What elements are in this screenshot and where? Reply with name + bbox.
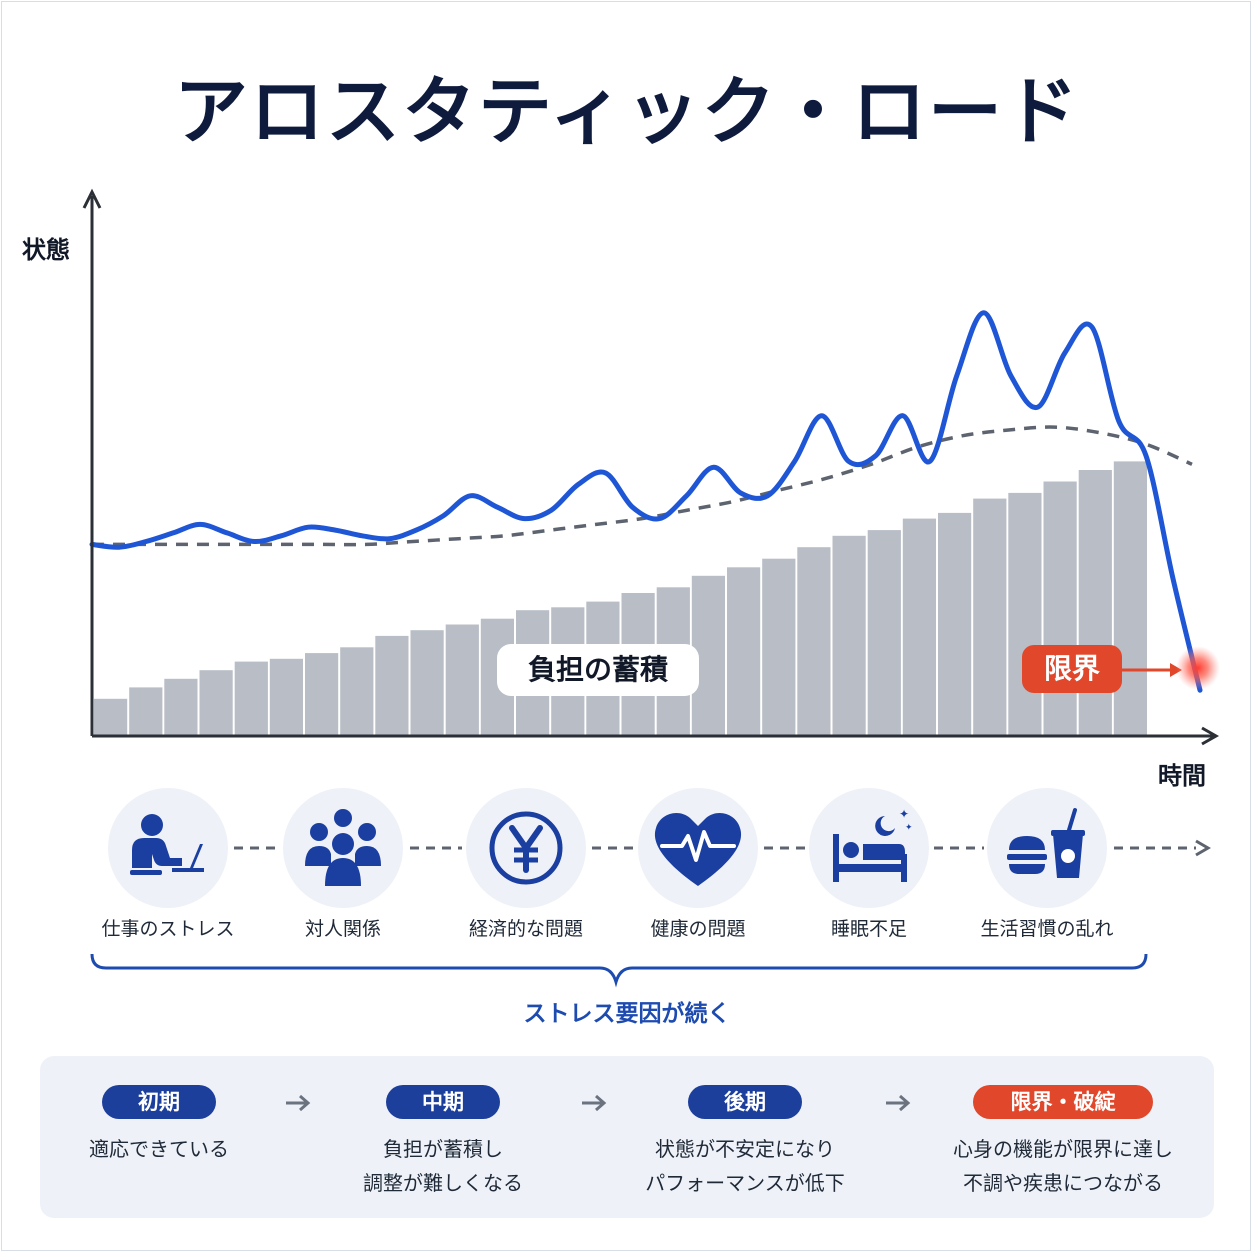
burden-bar: [867, 530, 901, 736]
factor-health: [638, 788, 758, 908]
stage-description-limit: 心身の機能が限界に達し 不調や疾患につながる: [923, 1132, 1203, 1200]
y-axis-label: 状態: [22, 236, 70, 264]
burden-bar: [762, 558, 796, 736]
burden-bar: [199, 670, 233, 736]
fast-food-icon: [1007, 808, 1085, 878]
stage-description-late: 状態が不安定になり パフォーマンスが低下: [605, 1132, 885, 1200]
stage-arrow-1: [286, 1094, 311, 1112]
yen-coin-icon: [489, 811, 563, 885]
burden-bar: [445, 624, 479, 736]
limit-arrow-head: [1170, 663, 1182, 677]
burden-bar: [305, 653, 339, 736]
stage-desc-line: 調整が難しくなる: [363, 1171, 523, 1195]
people-group-icon: [305, 809, 381, 886]
stage-desc-line: 負担が蓄積し: [383, 1137, 503, 1161]
burden-bar: [1008, 492, 1042, 736]
burden-bar: [410, 630, 444, 736]
x-axis-arrowhead: [1201, 726, 1220, 746]
burden-bar: [375, 635, 409, 736]
burden-bar: [1043, 481, 1077, 736]
burden-bar: [938, 512, 972, 736]
state-line: [89, 310, 1203, 693]
factor-label: 生活習慣の乱れ: [980, 918, 1114, 940]
factor-label: 仕事のストレス: [101, 918, 235, 940]
factor-brace: [90, 953, 1148, 988]
stage-desc-line: 適応できている: [89, 1137, 229, 1161]
stage-description-middle: 負担が蓄積し 調整が難しくなる: [303, 1132, 583, 1200]
burden-bar: [973, 498, 1007, 736]
stage-arrow-3: [886, 1094, 911, 1112]
factor-relationships: [283, 788, 403, 908]
svg-text:✦: ✦: [899, 807, 909, 821]
factor-label: 経済的な問題: [468, 918, 583, 940]
burden-bar: [1078, 470, 1112, 736]
stage-badge-early: 初期: [102, 1085, 216, 1119]
factor-label: 睡眠不足: [830, 918, 907, 940]
factor-label: 健康の問題: [650, 918, 746, 940]
heart-pulse-icon: [654, 813, 742, 886]
connector-arrowhead: [1195, 839, 1211, 857]
limit-point-glow: [1176, 646, 1220, 690]
burden-bar: [797, 547, 831, 736]
y-axis-arrowhead: [82, 188, 102, 209]
burden-accumulation-label: 負担の蓄積: [497, 644, 699, 696]
burden-bar: [902, 518, 936, 736]
factor-sleep: ✦ ✦: [809, 788, 929, 908]
factor-work-stress: [108, 788, 228, 908]
burden-bar: [727, 567, 761, 736]
limit-label: 限界: [1022, 645, 1122, 693]
stage-desc-line: 不調や疾患につながる: [963, 1171, 1163, 1195]
stage-description-early: 適応できている: [19, 1132, 299, 1166]
stages-panel: [40, 1056, 1214, 1218]
page-title: アロスタティック・ロード: [173, 69, 1081, 155]
stage-desc-line: パフォーマンスが低下: [645, 1171, 845, 1195]
burden-bar: [129, 687, 163, 736]
factor-financial: [466, 788, 586, 908]
stage-desc-line: 状態が不安定になり: [655, 1137, 835, 1161]
burden-bar: [94, 698, 128, 736]
allostatic-chart: [82, 188, 1220, 746]
burden-bar: [164, 678, 198, 736]
burden-bar: [340, 647, 374, 736]
stage-arrow-2: [582, 1094, 607, 1112]
baseline-dashed-line: [92, 425, 1193, 547]
stage-badge-middle: 中期: [386, 1085, 500, 1119]
x-axis-label: 時間: [1158, 762, 1206, 790]
svg-text:✦: ✦: [905, 823, 913, 833]
burden-bars: [94, 461, 1147, 736]
stage-badge-late: 後期: [688, 1085, 802, 1119]
burden-bar: [832, 535, 866, 736]
stage-badge-limit: 限界・破綻: [973, 1085, 1153, 1119]
factor-connectors: [234, 839, 1211, 857]
factor-lifestyle: [987, 788, 1107, 908]
burden-bar: [269, 658, 303, 736]
person-laptop-icon: [130, 814, 204, 875]
stage-desc-line: 心身の機能が限界に達し: [953, 1137, 1173, 1161]
burden-bar: [234, 661, 268, 736]
sleep-bed-icon: ✦ ✦: [833, 807, 913, 882]
factor-caption: ストレス要因が続く: [523, 1001, 731, 1027]
factor-label: 対人関係: [304, 918, 381, 940]
burden-bar: [1113, 461, 1147, 736]
